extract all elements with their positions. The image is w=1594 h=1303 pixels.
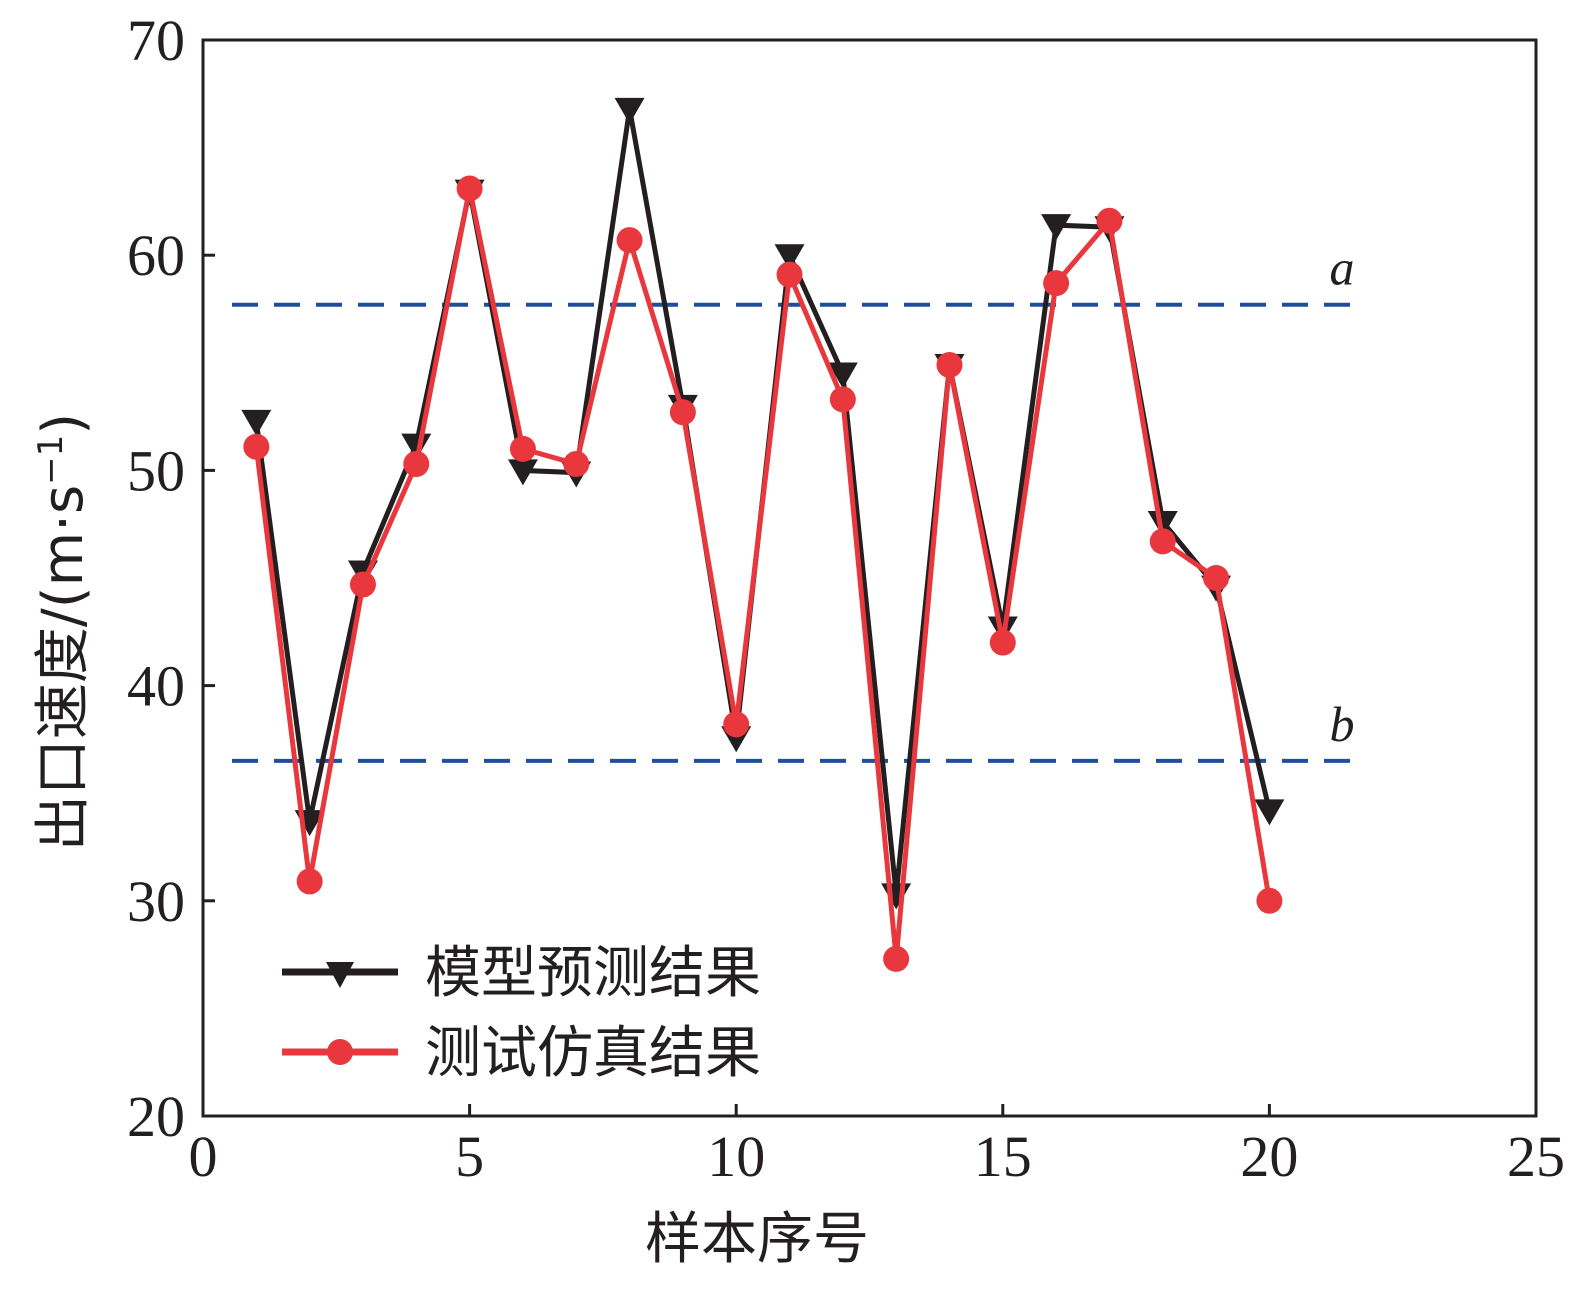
legend-triangle-marker [326,962,354,988]
x-tick-label: 25 [1507,1124,1563,1189]
data-point-triangle [827,362,858,389]
data-point-circle [829,386,856,413]
y-tick-label: 60 [127,223,185,288]
y-tick-label: 20 [127,1084,185,1149]
data-point-triangle [401,433,432,460]
data-point-circle [616,227,643,254]
data-point-circle [1149,528,1176,555]
data-point-circle [1096,207,1123,234]
y-axis-title-main: 出口速度/(m·s [31,485,96,851]
data-point-circle [936,351,963,378]
data-point-circle [669,399,696,426]
y-tick-label: 40 [127,654,185,719]
reference-line-label-b: b [1330,696,1355,752]
legend: 模型预测结果 测试仿真结果 [282,941,761,1086]
data-point-circle [563,450,590,477]
legend-circle-marker [327,1039,353,1065]
data-point-circle [1043,270,1070,297]
series-2 [243,175,1283,972]
reference-line-label-a: a [1330,240,1355,296]
data-point-triangle [881,883,912,910]
data-point-triangle [1147,511,1178,538]
y-axis-title-close: ) [31,413,96,435]
data-point-triangle [1254,799,1285,826]
y-tick-label: 30 [127,869,185,934]
data-point-circle [456,175,483,202]
data-point-triangle [774,244,805,271]
y-axis-title: 出口速度/(m·s−1) [31,413,96,851]
x-axis-ticks: 0 5 10 15 20 25 [189,1104,1563,1189]
data-point-circle [509,435,536,462]
x-tick-label: 15 [974,1124,1032,1189]
legend-label-model-prediction: 模型预测结果 [425,941,761,1006]
reference-lines: ab [232,240,1356,763]
x-tick-label: 10 [707,1124,765,1189]
data-point-circle [1256,887,1283,914]
data-point-triangle [507,459,538,486]
x-tick-label: 0 [189,1124,218,1189]
data-point-circle [349,571,376,598]
plot-frame [201,38,1538,1118]
y-tick-label: 50 [127,438,185,503]
data-point-circle [403,450,430,477]
x-tick-label: 5 [455,1124,484,1189]
y-tick-label: 70 [127,8,185,73]
data-point-triangle [1041,214,1072,241]
data-point-circle [883,945,910,972]
data-point-circle [243,433,270,460]
data-point-circle [296,868,323,895]
data-point-circle [1203,565,1230,591]
data-point-circle [776,261,803,288]
legend-item-model-prediction: 模型预测结果 [282,941,761,1006]
data-point-triangle [241,409,272,436]
series-layer [241,97,1285,972]
data-point-circle [723,711,750,738]
x-axis-title: 样本序号 [645,1207,869,1272]
data-point-triangle [614,97,645,124]
y-axis-ticks: 20 30 40 50 60 70 [127,8,215,1149]
legend-item-simulation-result: 测试仿真结果 [282,1021,761,1086]
y-axis-title-exponent: −1 [31,435,71,485]
data-point-circle [989,629,1016,656]
series-line [253,187,1272,960]
x-tick-label: 20 [1240,1124,1298,1189]
legend-label-simulation-result: 测试仿真结果 [425,1021,761,1086]
